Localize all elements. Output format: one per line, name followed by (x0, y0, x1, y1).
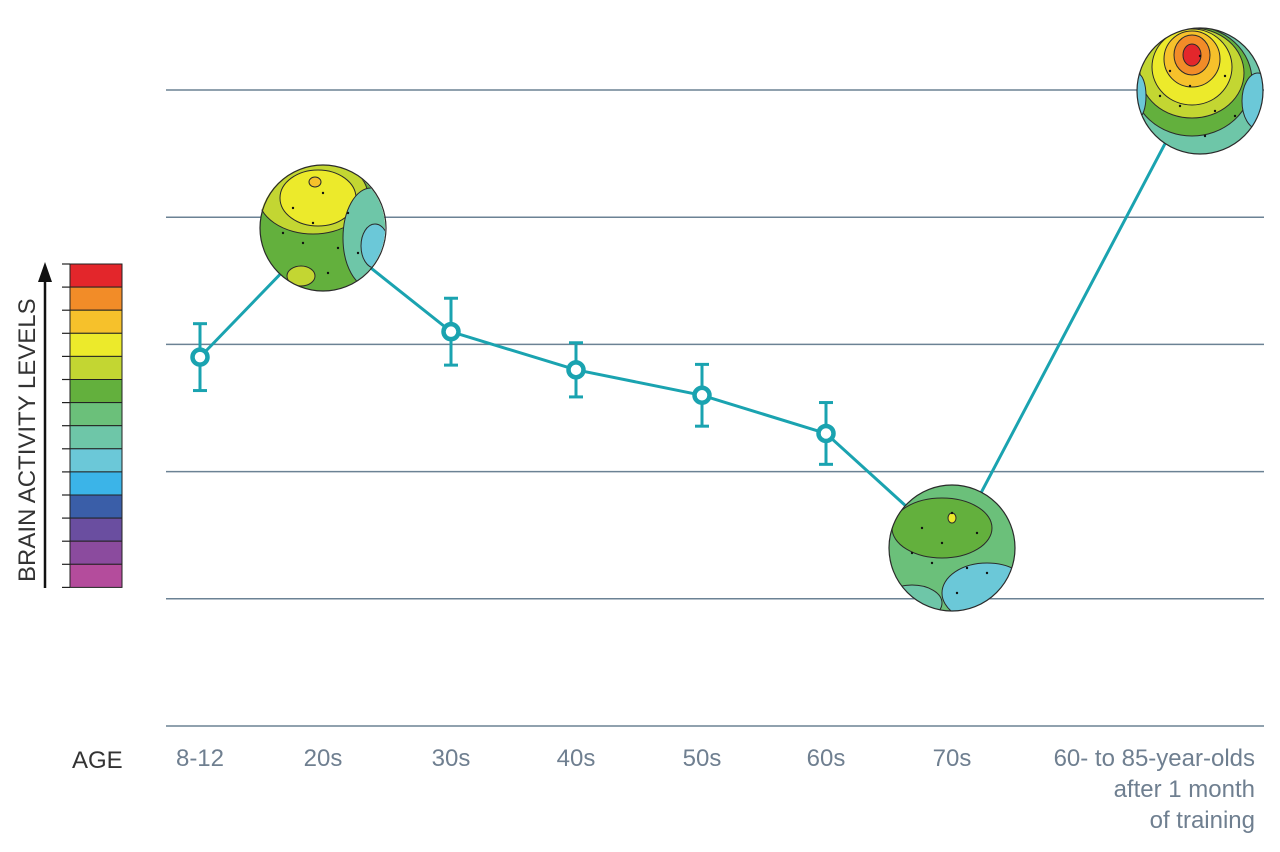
data-point (692, 385, 712, 406)
brain-map-contour (889, 584, 943, 611)
x-tick-label: 30s (432, 745, 471, 772)
brain-map-sensor (940, 541, 944, 545)
color-scale-swatch (69, 425, 123, 450)
brain-map-sensor (1158, 94, 1162, 98)
color-scale-swatch (69, 471, 123, 496)
data-point (816, 423, 836, 444)
color-scale-swatch (69, 263, 123, 288)
brain-map-sensor (920, 526, 924, 530)
color-scale-legend (62, 263, 123, 589)
brain-map-contour (1182, 43, 1202, 67)
x-tick-label: of training (1150, 807, 1255, 834)
color-scale-swatch (69, 402, 123, 427)
brain-map-sensor (1213, 109, 1217, 113)
brain-map-70s-outline (888, 484, 1016, 612)
y-axis-arrow-head (38, 262, 52, 282)
color-scale-swatch (69, 332, 123, 357)
brain-map-sensor (311, 221, 315, 225)
brain-map-contour (891, 497, 993, 559)
brain-map-sensor (955, 591, 959, 595)
brain-map-sensor (1178, 104, 1182, 108)
brain-map-sensor (291, 206, 295, 210)
data-point (441, 321, 461, 342)
brain-map-sensor (985, 571, 989, 575)
color-scale-swatch (69, 517, 123, 542)
x-tick-label: after 1 month (1114, 776, 1255, 803)
brain-map-after-training-outline (1136, 27, 1264, 155)
brain-map-sensor (1233, 114, 1237, 118)
brain-map-20s (259, 165, 385, 291)
color-scale-swatch (69, 563, 123, 588)
brain-map-sensor (965, 566, 969, 570)
brain-map-sensor (930, 561, 934, 565)
x-tick-label: 70s (933, 745, 972, 772)
brain-map-sensor (975, 531, 979, 535)
x-tick-label: 60- to 85-year-olds (1054, 745, 1255, 772)
data-point (566, 360, 586, 380)
brain-map-sensor (356, 251, 360, 255)
brain-map-sensor (346, 211, 350, 215)
data-point (190, 347, 210, 367)
x-tick-label: 40s (557, 745, 596, 772)
brain-map-contour (1241, 72, 1263, 130)
brain-map-sensor (910, 551, 914, 555)
brain-map-contour (947, 512, 957, 524)
brain-map-sensor (1188, 84, 1192, 88)
brain-map-sensor (950, 511, 954, 515)
series-line (190, 27, 1264, 612)
brain-map-contour (308, 176, 322, 188)
x-tick-label: 60s (807, 745, 846, 772)
x-tick-label: 50s (683, 745, 722, 772)
x-tick-labels: 8-12 20s 30s 40s 50s 60s 70s 60- to 85-year-old… (176, 745, 1255, 834)
brain-map-sensor (1203, 134, 1207, 138)
brain-map-contour (286, 265, 316, 287)
color-scale-swatch (69, 286, 123, 311)
color-scale-swatch (69, 379, 123, 404)
brain-map-sensor (1223, 74, 1227, 78)
color-scale-swatch (69, 448, 123, 473)
color-scale-swatch (69, 309, 123, 334)
data-line (198, 76, 1202, 551)
x-tick-label: 8-12 (176, 745, 224, 772)
brain-map-sensor (1168, 69, 1172, 73)
x-tick-label: 20s (304, 745, 343, 772)
brain-map-sensor (326, 271, 330, 275)
brain-map-sensor (281, 231, 285, 235)
y-axis-title: BRAIN ACTIVITY LEVELS (14, 298, 41, 582)
brain-map-sensor (321, 191, 325, 195)
brain-map-sensor (301, 241, 305, 245)
x-axis-title: AGE (72, 747, 123, 774)
color-scale-swatch (69, 494, 123, 519)
color-scale-swatch (69, 540, 123, 565)
brain-map-contour (360, 223, 385, 269)
brain-map-20s-outline (259, 164, 387, 292)
brain-map-after-training (1137, 28, 1263, 154)
y-axis-arrow (38, 262, 52, 588)
color-scale-swatch (69, 355, 123, 380)
brain-map-sensor (336, 246, 340, 250)
brain-map-sensor (1198, 54, 1202, 58)
